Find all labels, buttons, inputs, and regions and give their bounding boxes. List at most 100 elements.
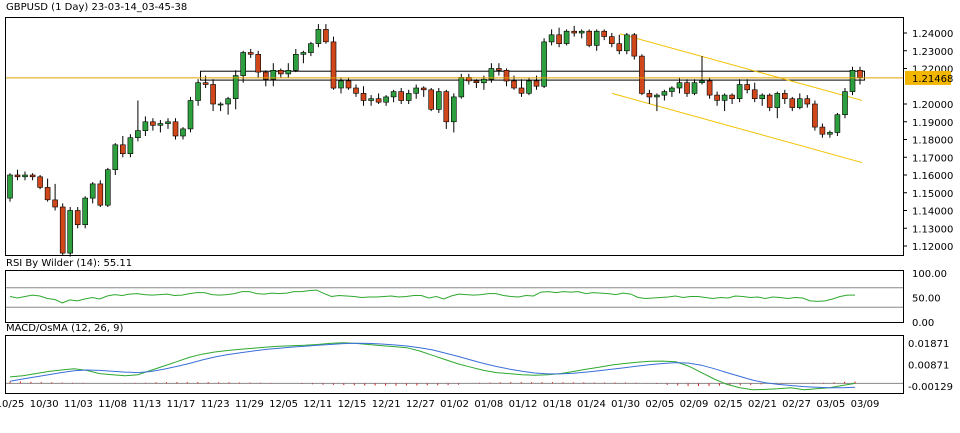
candle-body bbox=[789, 98, 796, 108]
date-tick-label: 03/05 bbox=[816, 399, 845, 410]
date-tick-label: 11/03 bbox=[64, 399, 93, 410]
candle-body bbox=[586, 30, 593, 46]
candle-body bbox=[398, 91, 405, 101]
candle-body bbox=[240, 52, 246, 76]
candle-body bbox=[812, 103, 818, 128]
candle-body bbox=[834, 114, 841, 133]
candle-body bbox=[774, 93, 781, 108]
candle-body bbox=[232, 75, 239, 99]
price-tick-label: 1.19000 bbox=[912, 118, 953, 129]
candle-body bbox=[721, 94, 728, 101]
candle-body bbox=[676, 82, 683, 89]
date-tick-label: 01/24 bbox=[577, 399, 606, 410]
candle-body bbox=[684, 82, 690, 94]
candle-body bbox=[661, 91, 668, 96]
chart-title: GBPUSD (1 Day) 23-03-14_03-45-38 bbox=[6, 2, 188, 13]
candle-body bbox=[368, 98, 374, 101]
candle-body bbox=[74, 210, 81, 225]
date-tick-label: 02/21 bbox=[748, 399, 777, 410]
support-zone-box bbox=[200, 70, 865, 81]
price-series bbox=[6, 24, 903, 257]
candle-body bbox=[225, 98, 231, 105]
candle-body bbox=[714, 94, 720, 101]
candle-body bbox=[729, 94, 735, 99]
candle-body bbox=[255, 53, 261, 73]
macd-line-green bbox=[9, 342, 856, 391]
candle-body bbox=[150, 121, 156, 126]
macd-series: 0.01871 0.00871 -0.00129 bbox=[6, 339, 953, 393]
candle-body bbox=[639, 55, 645, 94]
candle-body bbox=[842, 91, 848, 115]
candle-body bbox=[699, 80, 705, 84]
price-axis: 1.24000 1.23000 1.22000 1.20000 1.19000 1.180… bbox=[903, 29, 953, 253]
candle-body bbox=[533, 80, 540, 87]
candle-body bbox=[270, 70, 277, 80]
candle-body bbox=[691, 82, 698, 94]
date-tick-label: 12/15 bbox=[338, 399, 367, 410]
macd-tick-label: -0.00129 bbox=[908, 382, 953, 393]
candle-body bbox=[496, 68, 502, 71]
rsi-line bbox=[9, 289, 855, 304]
candle-body bbox=[827, 132, 833, 135]
date-tick-label: 12/27 bbox=[406, 399, 435, 410]
candle-body bbox=[759, 94, 766, 99]
candle-body bbox=[563, 30, 570, 44]
price-tick-label: 1.22000 bbox=[912, 65, 953, 76]
candle-body bbox=[120, 144, 126, 155]
candle-body bbox=[766, 94, 773, 108]
candle-body bbox=[44, 187, 51, 201]
channel-lower-line bbox=[611, 92, 863, 164]
candle-body bbox=[736, 84, 743, 99]
candle-body bbox=[616, 43, 623, 52]
candle-body bbox=[706, 80, 713, 96]
candle-body bbox=[541, 41, 547, 87]
candle-body bbox=[180, 128, 186, 137]
candle-body bbox=[578, 30, 585, 34]
candle-body bbox=[646, 93, 653, 98]
candle-body bbox=[405, 93, 412, 101]
current-price-label: 1.21468 bbox=[912, 74, 953, 85]
macd-tick-label: 0.00871 bbox=[908, 361, 949, 372]
rsi-panel bbox=[5, 270, 904, 323]
candle-body bbox=[97, 183, 104, 206]
candle-body bbox=[323, 29, 329, 43]
candle-body bbox=[796, 98, 803, 108]
date-tick-label: 12/11 bbox=[303, 399, 332, 410]
rsi-tick-label: 0.00 bbox=[912, 318, 934, 329]
candle-body bbox=[247, 52, 254, 55]
candle-body bbox=[112, 144, 119, 171]
price-tick-label: 1.17000 bbox=[912, 153, 953, 164]
candle-body bbox=[89, 183, 96, 199]
date-tick-label: 11/23 bbox=[201, 399, 230, 410]
candle-body bbox=[781, 93, 788, 100]
candle-body bbox=[105, 169, 111, 206]
date-tick-label: 10/25 bbox=[0, 399, 24, 410]
date-tick-label: 11/08 bbox=[98, 399, 127, 410]
candle-body bbox=[631, 34, 638, 57]
price-tick-label: 1.23000 bbox=[912, 47, 953, 58]
date-tick-label: 12/21 bbox=[372, 399, 401, 410]
date-tick-label: 03/09 bbox=[851, 399, 880, 410]
candle-body bbox=[744, 84, 751, 91]
date-tick-label: 02/09 bbox=[680, 399, 709, 410]
candle-body bbox=[52, 199, 58, 208]
candle-body bbox=[383, 96, 389, 103]
price-tick-label: 1.20000 bbox=[912, 100, 953, 111]
candle-body bbox=[428, 89, 435, 110]
candle-body bbox=[353, 87, 359, 94]
candle-body bbox=[526, 80, 532, 94]
candle-body bbox=[195, 82, 201, 101]
date-tick-label: 11/17 bbox=[167, 399, 196, 410]
candle-body bbox=[82, 197, 88, 226]
candle-body bbox=[330, 41, 337, 89]
candle-body bbox=[669, 87, 675, 92]
candle-body bbox=[202, 82, 209, 85]
macd-tick-label: 0.01871 bbox=[908, 339, 949, 350]
macd-line-blue bbox=[9, 342, 856, 389]
candle-body bbox=[435, 91, 442, 110]
price-tick-label: 1.13000 bbox=[912, 224, 953, 235]
candle-body bbox=[59, 206, 66, 254]
price-tick-label: 1.15000 bbox=[912, 189, 953, 200]
date-tick-label: 01/02 bbox=[440, 399, 469, 410]
